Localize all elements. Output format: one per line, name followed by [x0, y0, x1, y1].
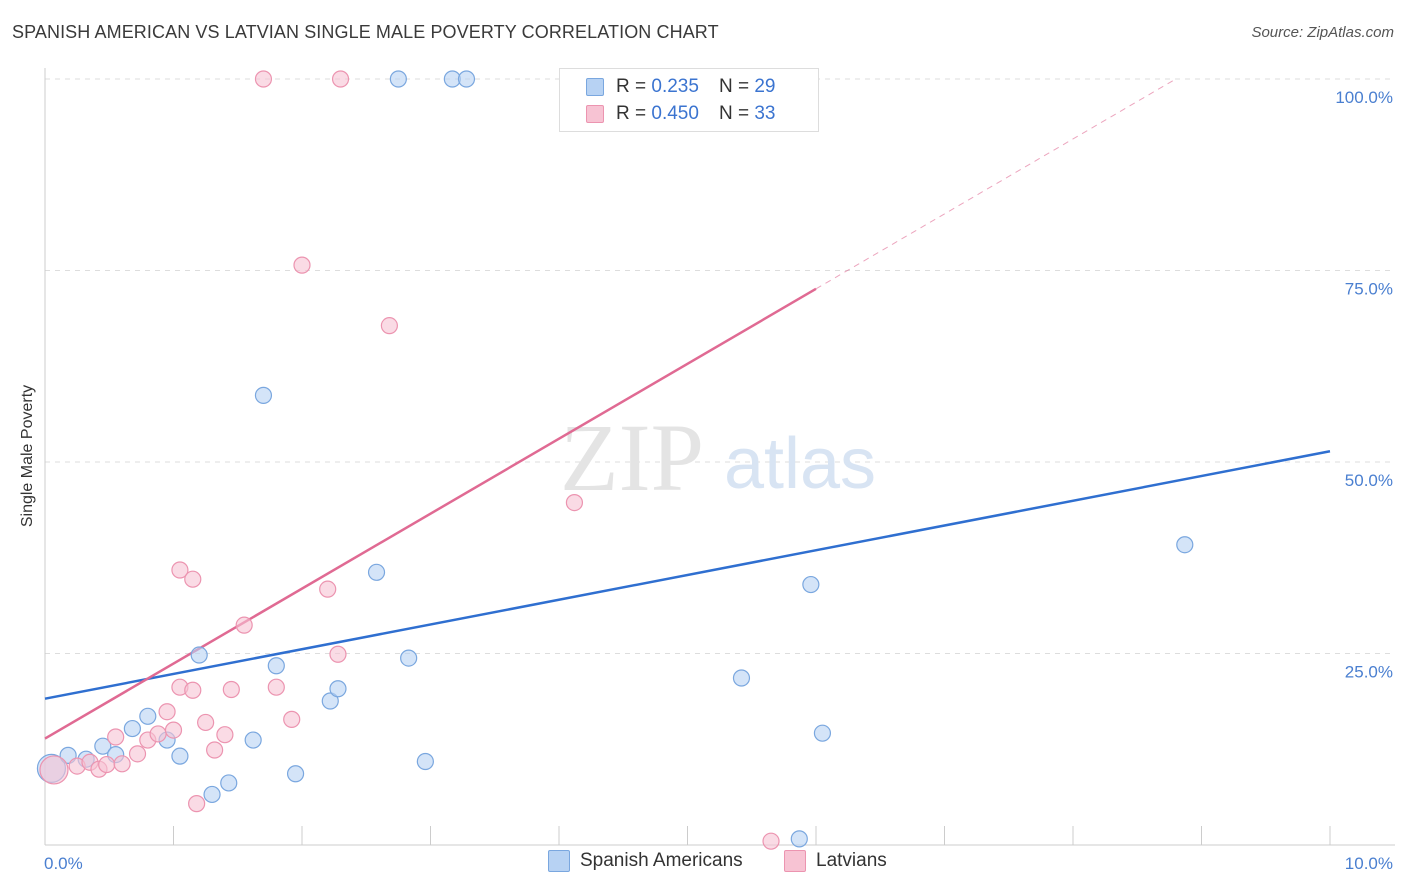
latvian-point	[267, 678, 285, 696]
latvian-point	[331, 70, 350, 88]
tick-labels: 25.0% 50.0% 75.0% 100.0% 0.0% 10.0%	[44, 88, 1393, 873]
trend-line-extension	[815, 78, 1177, 290]
legend-row-latvians: R = 0.450 N = 33	[586, 102, 775, 126]
latvian-point	[283, 710, 301, 728]
watermark: ZIP atlas	[560, 404, 876, 511]
spanish-american-point	[389, 70, 407, 88]
latvian-point	[222, 680, 240, 699]
y-tick-label: 75.0%	[1345, 280, 1393, 299]
latvian-point	[184, 681, 202, 699]
latvian-point	[235, 616, 253, 634]
latvian-point	[254, 70, 273, 88]
latvian-point	[184, 570, 202, 588]
latvian-point	[113, 755, 131, 773]
spanish-american-point	[244, 731, 262, 749]
spanish-american-point	[1176, 536, 1194, 554]
latvian-point	[206, 741, 224, 759]
x-tick-label: 10.0%	[1345, 854, 1393, 873]
spanish-american-point	[416, 752, 434, 771]
r-label: R =	[616, 103, 647, 124]
spanish-american-point	[190, 646, 208, 664]
axes	[44, 68, 1395, 846]
latvian-point	[164, 721, 183, 739]
data-points	[36, 70, 1194, 850]
spanish-american-point	[139, 707, 157, 725]
y-tick-label: 100.0%	[1335, 88, 1393, 107]
latvian-point	[107, 728, 125, 746]
legend-label: Latvians	[816, 850, 887, 871]
legend-item-latvians: Latvians	[784, 850, 887, 872]
latvian-point	[39, 755, 69, 785]
spanish-american-point	[254, 386, 273, 404]
latvian-point	[171, 561, 189, 579]
latvian-point	[380, 317, 398, 335]
spanish-american-point	[813, 724, 832, 742]
legend-item-spanish-americans: Spanish Americans	[548, 850, 743, 872]
spanish-american-point	[267, 657, 285, 675]
watermark-zip: ZIP	[560, 404, 704, 511]
trend-line-latvians	[44, 287, 817, 740]
r-label: R =	[616, 76, 647, 97]
source-credit: Source: ZipAtlas.com	[1251, 24, 1394, 41]
spanish-american-point	[732, 669, 751, 687]
r-value: 0.450	[651, 103, 699, 124]
spanish-american-point	[220, 774, 238, 792]
latvian-point	[188, 795, 206, 813]
latvian-point	[128, 745, 147, 763]
gridlines	[45, 78, 1395, 654]
legend-row-spanish-americans: R = 0.235 N = 29	[586, 75, 775, 99]
latvian-point	[216, 726, 234, 744]
latvian-point	[197, 713, 215, 732]
n-label: N =	[718, 103, 750, 124]
spanish-american-point	[171, 747, 189, 765]
latvian-point	[98, 755, 116, 774]
spanish-american-point	[790, 830, 808, 848]
spanish-american-point	[457, 70, 476, 88]
y-tick-label: 25.0%	[1345, 663, 1393, 682]
trend-line-spanish-americans	[44, 450, 1331, 700]
latvian-point	[565, 493, 584, 512]
spanish-american-point	[329, 680, 347, 698]
latvian-point	[158, 703, 176, 721]
blue-swatch	[586, 78, 604, 96]
r-value: 0.235	[651, 76, 699, 97]
correlation-legend: R = 0.235 N = 29 R = 0.450 N = 33	[559, 68, 819, 132]
pink-swatch	[784, 850, 806, 872]
y-tick-label: 50.0%	[1345, 471, 1393, 490]
spanish-american-point	[321, 692, 339, 710]
latvian-point	[329, 645, 347, 663]
watermark-atlas: atlas	[724, 424, 876, 504]
spanish-american-point	[286, 765, 305, 783]
n-label: N =	[718, 76, 750, 97]
blue-swatch	[548, 850, 570, 872]
legend-label: Spanish Americans	[580, 850, 743, 871]
trend-lines	[44, 78, 1331, 740]
n-value: 29	[754, 76, 776, 97]
spanish-american-point	[123, 719, 141, 738]
chart-title: SPANISH AMERICAN VS LATVIAN SINGLE MALE …	[12, 22, 719, 42]
spanish-american-point	[802, 575, 820, 594]
n-value: 33	[754, 103, 776, 124]
spanish-american-point	[94, 737, 112, 755]
x-tick-label: 0.0%	[44, 854, 83, 873]
spanish-american-point	[400, 649, 418, 667]
spanish-american-point	[203, 785, 221, 804]
latvian-point	[149, 725, 167, 743]
pink-swatch	[586, 105, 604, 123]
spanish-american-point	[367, 563, 386, 581]
latvian-point	[319, 580, 337, 598]
latvian-point	[293, 256, 311, 274]
latvian-point	[762, 832, 780, 850]
